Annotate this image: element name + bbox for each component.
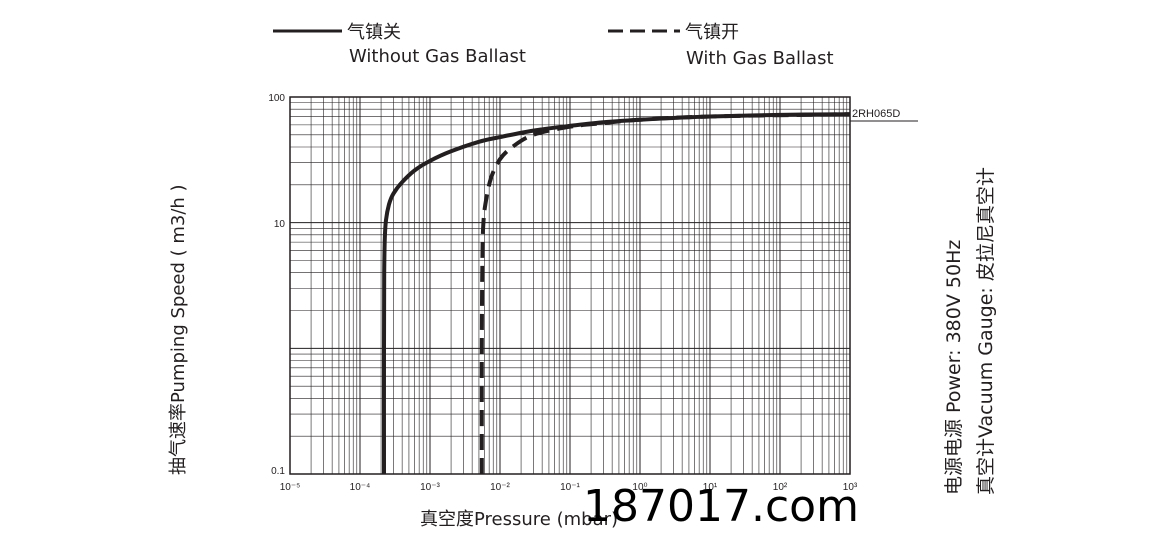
y-tick-label-100: 100 <box>268 93 285 104</box>
y-tick-label-0.1: 0.1 <box>271 466 285 477</box>
plot-frame <box>289 96 851 475</box>
legend-solid-label-cn: 气镇关 <box>347 22 401 43</box>
x-tick-label: 10⁻¹ <box>560 482 580 493</box>
legend-dashed-label-cn: 气镇开 <box>685 22 739 43</box>
y-axis-label: 抽气速率Pumping Speed ( m3/h ) <box>168 184 189 475</box>
x-axis-label: 真空度Pressure (mbar) <box>420 509 618 530</box>
x-tick-label: 10⁻⁴ <box>350 482 371 493</box>
legend: 气镇关 Without Gas Ballast 气镇开 With Gas Bal… <box>273 22 834 69</box>
x-tick-label: 10⁻² <box>490 482 510 493</box>
power-info: 电源电源 Power: 380V 50Hz <box>943 240 965 495</box>
gauge-info: 真空计Vacuum Gauge: 皮拉尼真空计 <box>975 167 997 495</box>
x-tick-label: 10¹ <box>703 482 718 493</box>
legend-dashed-label-en: With Gas Ballast <box>686 48 834 69</box>
y-tick-label-10: 10 <box>274 219 286 230</box>
x-tick-label: 10⁻⁵ <box>280 482 301 493</box>
x-tick-label: 10² <box>773 482 788 493</box>
curve-label: 2RH065D <box>852 108 900 120</box>
x-tick-label: 10⁰ <box>632 482 647 493</box>
watermark: 187017.com <box>583 481 859 532</box>
series-with-gas-ballast <box>479 112 851 475</box>
x-tick-labels: 10⁻⁵ 10⁻⁴ 10⁻³ 10⁻² 10⁻¹ 10⁰ 10¹ 10² 10³ <box>280 482 858 493</box>
grid-lines <box>289 97 850 475</box>
x-tick-label: 10⁻³ <box>420 482 440 493</box>
x-tick-label: 10³ <box>843 482 858 493</box>
legend-solid-label-en: Without Gas Ballast <box>349 46 526 67</box>
series-layer <box>381 112 851 475</box>
